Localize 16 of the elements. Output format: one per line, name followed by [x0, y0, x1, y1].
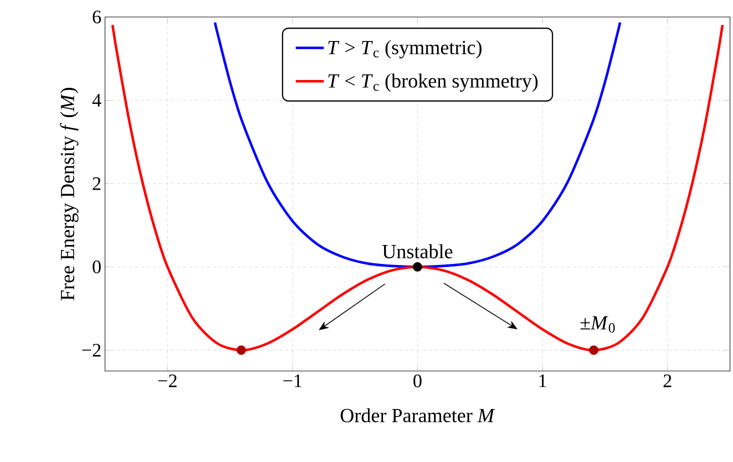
x-tick-label: −2 — [158, 374, 177, 388]
y-axis-title: Free Energy Density f (M) — [60, 88, 78, 300]
legend-label: T > T$_{c}$ (symmetric) — [328, 40, 482, 58]
y-tick-label: 2 — [92, 177, 100, 190]
annotation: Unstable — [382, 244, 452, 258]
y-tick-label: 6 — [92, 10, 101, 24]
x-tick-label: 2 — [664, 374, 672, 388]
legend-label: T < T$_{c}$ (broken symmetry) — [328, 74, 538, 92]
y-tick-label: −2 — [82, 344, 100, 356]
x-tick-label: 0 — [413, 374, 422, 388]
annotation: ±M$_{0}$ — [580, 316, 615, 333]
x-axis-title: Order Parameter M — [340, 408, 496, 422]
y-tick-label: 0 — [92, 260, 101, 274]
y-tick-label: 4 — [92, 94, 102, 107]
x-tick-label: −1 — [283, 374, 302, 388]
x-tick-label: 1 — [539, 374, 546, 388]
